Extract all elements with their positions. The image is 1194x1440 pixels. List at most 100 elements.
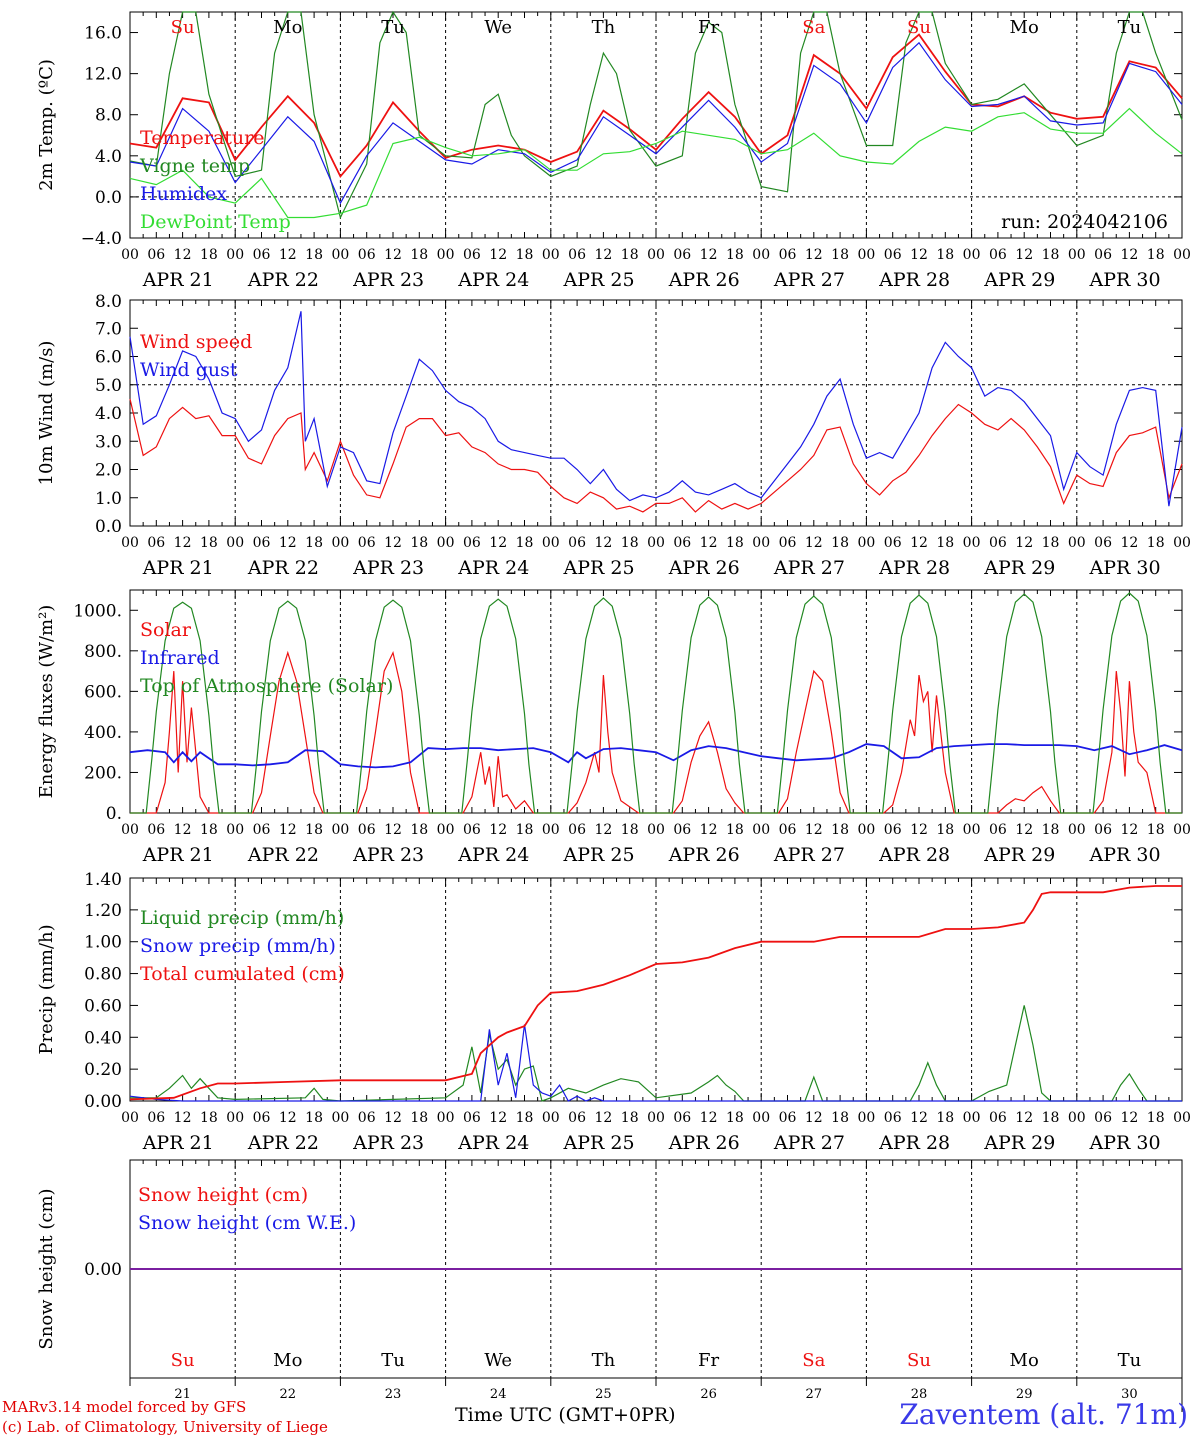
hour-label: 00	[331, 822, 349, 838]
hour-label: 12	[700, 822, 718, 838]
date-label: APR 29	[983, 557, 1055, 579]
hour-label: 06	[463, 247, 481, 263]
hour-label: 00	[437, 535, 455, 551]
hour-label: 12	[1120, 822, 1138, 838]
hour-label: 00	[963, 535, 981, 551]
date-label: APR 27	[773, 557, 845, 579]
hour-label: 18	[621, 247, 639, 263]
hour-label: 00	[542, 822, 560, 838]
y-axis-title: Energy fluxes (W/m²)	[36, 605, 57, 799]
y-tick-label: 0.60	[84, 996, 122, 1016]
y-tick-label: 2.0	[95, 461, 122, 481]
series-line	[129, 107, 1183, 219]
y-tick-label: 8.0	[95, 292, 122, 312]
hour-label: 00	[542, 1110, 560, 1126]
date-label: APR 26	[668, 1132, 740, 1154]
panel-3: 0. 200. 400. 600. 800. 1000. Energy fluxes (W/…	[36, 589, 1191, 866]
date-label: APR 23	[352, 269, 424, 291]
hour-label: 12	[805, 247, 823, 263]
hour-label: 06	[989, 247, 1007, 263]
day-number: 25	[595, 1387, 612, 1402]
y-tick-label: 8.0	[95, 106, 122, 126]
weekday-label: Su	[907, 17, 931, 38]
hour-label: 12	[1015, 247, 1033, 263]
hour-label: 18	[1147, 535, 1165, 551]
date-label: APR 22	[247, 269, 319, 291]
hour-label: 06	[779, 247, 797, 263]
hour-label: 12	[594, 535, 612, 551]
weekday-label: Su	[907, 1350, 931, 1371]
hour-label: 12	[489, 247, 507, 263]
hour-label: 00	[752, 1110, 770, 1126]
hour-label: 06	[989, 1110, 1007, 1126]
hour-label: 18	[726, 822, 744, 838]
hour-label: 06	[673, 247, 691, 263]
hour-label: 12	[910, 1110, 928, 1126]
y-tick-label: 0.0	[95, 188, 122, 208]
y-tick-label: 200.	[84, 763, 122, 783]
y-tick-label: 800.	[84, 642, 122, 662]
date-label: APR 27	[773, 844, 845, 866]
panel-4: 0.00 0.20 0.40 0.60 0.80 1.00 1.20 1.40 Precip (…	[36, 870, 1191, 1154]
weekday-label: Tu	[1118, 17, 1142, 38]
hour-label: 12	[279, 535, 297, 551]
hour-label: 06	[779, 535, 797, 551]
hour-label: 06	[147, 1110, 165, 1126]
weekday-label: Tu	[381, 1350, 405, 1371]
weekday-label: Mo	[273, 1350, 302, 1371]
hour-label: 06	[1094, 1110, 1112, 1126]
hour-label: 00	[647, 822, 665, 838]
hour-label: 06	[673, 1110, 691, 1126]
hour-label: 18	[410, 1110, 428, 1126]
weekday-label: We	[484, 1350, 512, 1371]
hour-label: 06	[884, 247, 902, 263]
hour-label: 06	[463, 1110, 481, 1126]
hour-label: 18	[1042, 535, 1060, 551]
hour-label: 00	[647, 1110, 665, 1126]
weekday-label: Tu	[381, 17, 405, 38]
date-label: APR 23	[352, 844, 424, 866]
y-tick-label: 3.0	[95, 432, 122, 452]
date-label: APR 30	[1089, 844, 1161, 866]
weekday-label: Fr	[698, 17, 719, 38]
hour-label: 18	[621, 822, 639, 838]
hour-label: 12	[805, 1110, 823, 1126]
weekday-label: Th	[592, 1350, 616, 1371]
hour-label: 12	[1120, 247, 1138, 263]
y-tick-label: 0.00	[84, 1260, 122, 1280]
hour-label: 00	[437, 1110, 455, 1126]
hour-label: 00	[647, 535, 665, 551]
y-tick-label: 4.0	[95, 147, 122, 167]
hour-label: 12	[594, 247, 612, 263]
weekday-label: Sa	[802, 1350, 825, 1371]
hour-label: 06	[147, 535, 165, 551]
date-label: APR 30	[1089, 269, 1161, 291]
hour-label: 12	[700, 247, 718, 263]
hour-label: 12	[594, 1110, 612, 1126]
hour-label: 00	[963, 822, 981, 838]
date-label: APR 29	[983, 1132, 1055, 1154]
hour-label: 18	[516, 535, 534, 551]
weekday-label: Mo	[273, 17, 302, 38]
y-tick-label: 1.20	[84, 901, 122, 921]
legend-entry: Top of Atmosphere (Solar)	[140, 675, 393, 697]
y-tick-label: 0.80	[84, 965, 122, 985]
y-tick-label: 0.0	[95, 517, 122, 537]
hour-label: 06	[884, 535, 902, 551]
hour-label: 00	[437, 822, 455, 838]
legend-entry: Wind gust	[140, 359, 238, 381]
date-label: APR 29	[983, 269, 1055, 291]
day-number: 22	[280, 1387, 297, 1402]
weekday-label: Fr	[698, 1350, 719, 1371]
date-label: APR 26	[668, 557, 740, 579]
hour-label: 12	[489, 822, 507, 838]
weekday-label: Mo	[1010, 1350, 1039, 1371]
hour-label: 18	[305, 535, 323, 551]
hour-label: 12	[1120, 1110, 1138, 1126]
hour-label: 06	[884, 1110, 902, 1126]
hour-label: 12	[279, 247, 297, 263]
hour-label: 12	[384, 1110, 402, 1126]
hour-label: 18	[726, 535, 744, 551]
